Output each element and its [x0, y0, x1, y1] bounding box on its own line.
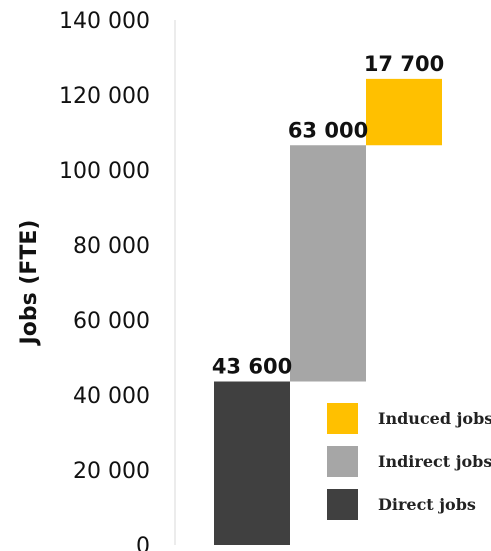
bar-induced-jobs [366, 78, 442, 146]
bars [214, 78, 442, 545]
legend-swatch [327, 446, 358, 477]
bar-indirect-jobs [290, 145, 366, 382]
legend-label: Indirect jobs [378, 452, 491, 471]
data-label: 63 000 [288, 118, 368, 142]
data-label: 17 700 [364, 52, 444, 76]
y-tick-label: 100 000 [59, 159, 150, 184]
legend: Induced jobs Indirect jobs Direct jobs [327, 403, 491, 520]
y-axis-title: Jobs (FTE) [17, 220, 42, 347]
y-tick-label: 120 000 [59, 84, 150, 109]
y-tick-label: 60 000 [73, 309, 150, 334]
legend-label: Direct jobs [378, 495, 476, 514]
data-label: 43 600 [212, 355, 292, 379]
data-labels: 43 600 63 000 17 700 [212, 52, 444, 379]
bar-direct-jobs [214, 381, 290, 545]
legend-swatch [327, 403, 358, 434]
y-tick-label: 20 000 [73, 459, 150, 484]
legend-swatch [327, 489, 358, 520]
y-tick-labels: 0 20 000 40 000 60 000 80 000 100 000 120 000 1… [59, 9, 150, 551]
y-tick-label: 80 000 [73, 234, 150, 259]
y-tick-label: 0 [136, 534, 150, 551]
y-tick-label: 40 000 [73, 384, 150, 409]
y-tick-label: 140 000 [59, 9, 150, 34]
legend-label: Induced jobs [378, 409, 491, 428]
